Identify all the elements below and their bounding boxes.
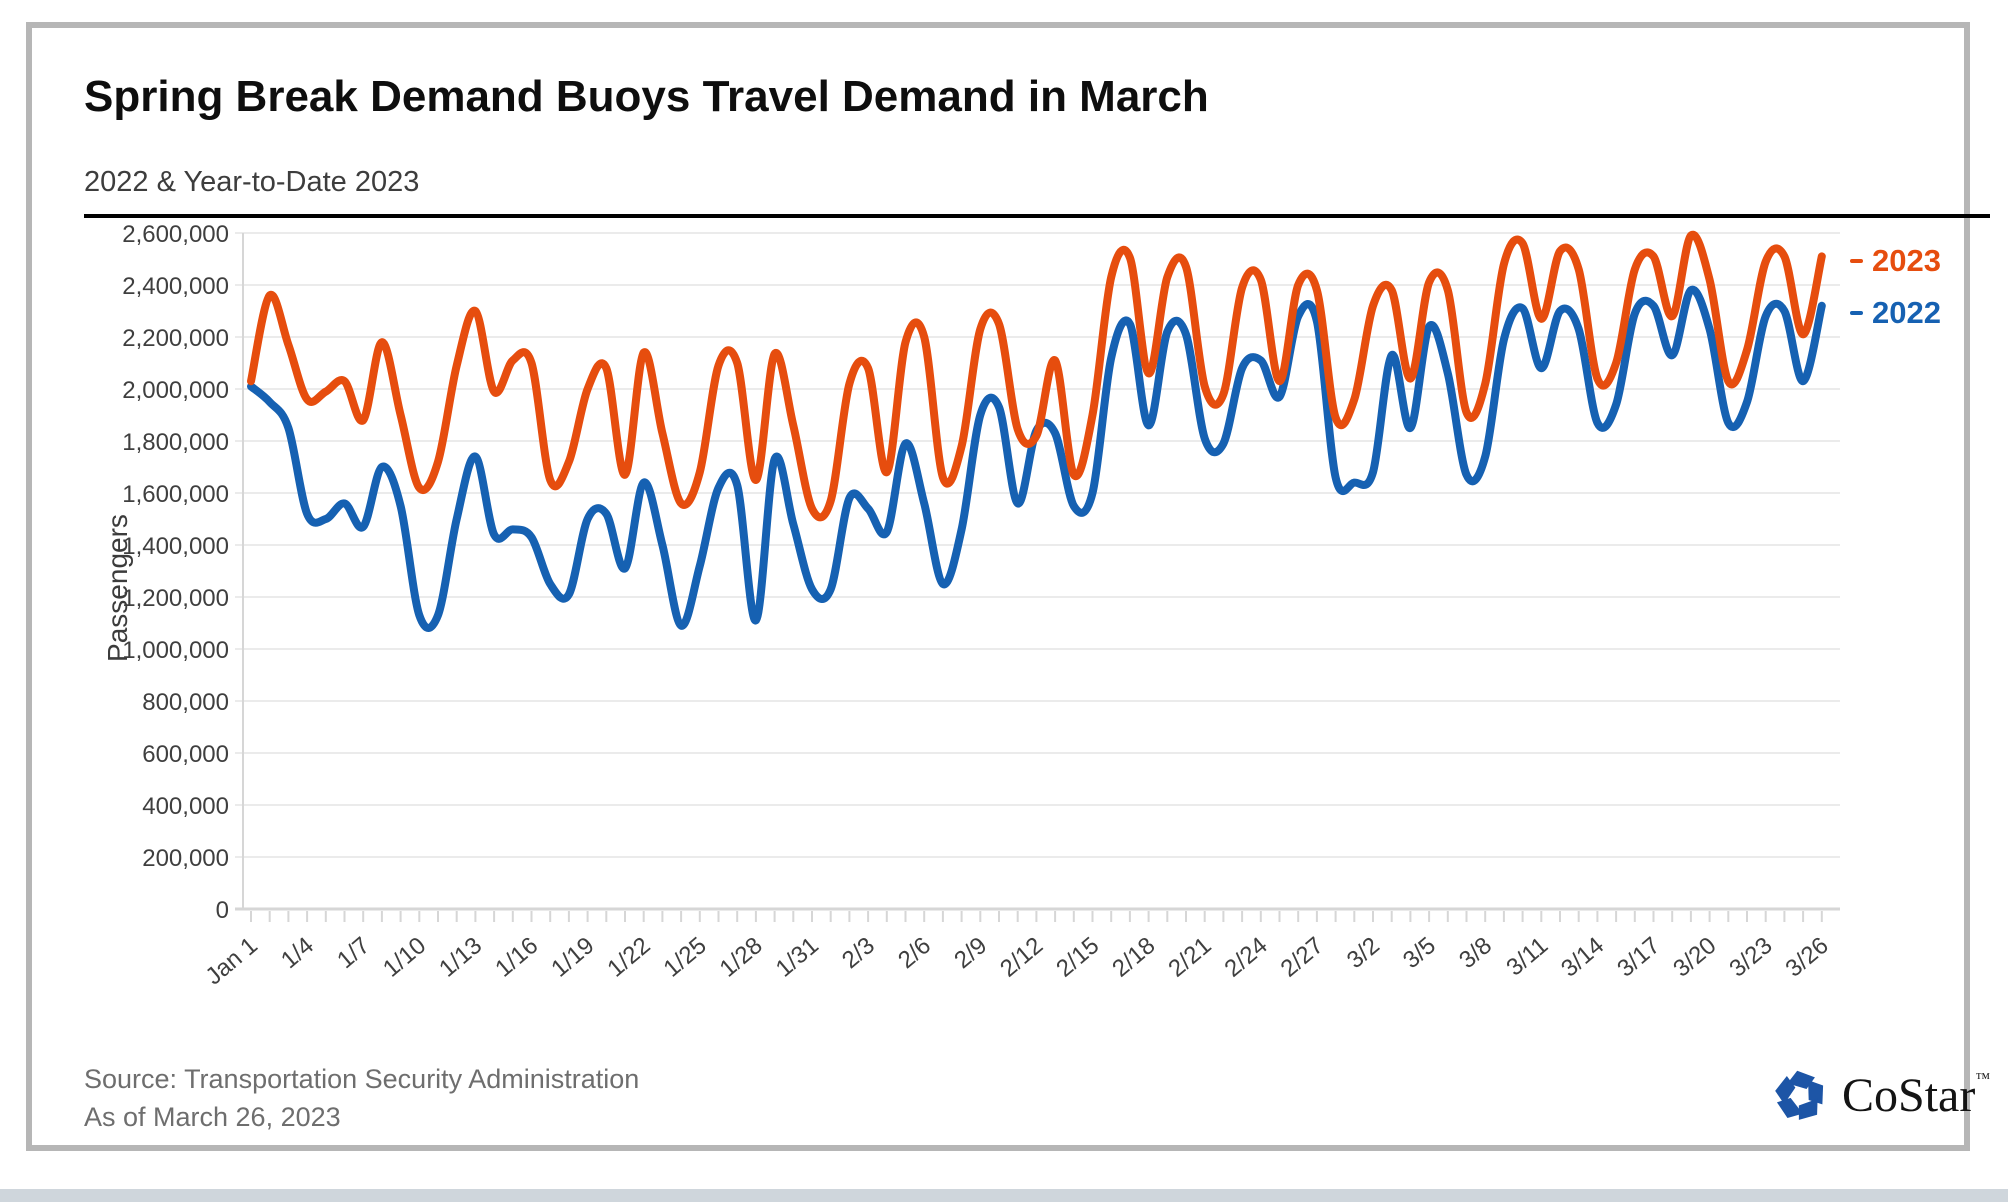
x-tick-label: 2/27 <box>1276 932 1329 983</box>
y-tick-label: 1,600,000 <box>122 481 229 508</box>
x-tick-label: 1/16 <box>490 932 543 983</box>
x-tick-label: 2/24 <box>1220 932 1273 983</box>
x-tick-label: Jan 1 <box>201 932 263 990</box>
y-tick-label: 1,200,000 <box>122 585 229 612</box>
chart-card: Spring Break Demand Buoys Travel Demand … <box>26 22 1990 1151</box>
x-tick-label: 3/2 <box>1342 932 1385 974</box>
x-tick-label: 2/6 <box>893 932 936 974</box>
source-note: Source: Transportation Security Administ… <box>84 1060 639 1136</box>
x-tick-label: 2/21 <box>1163 932 1216 983</box>
chart-subtitle: 2022 & Year-to-Date 2023 <box>84 166 420 198</box>
x-tick-label: 2/3 <box>837 932 880 974</box>
series-label-2023-tick <box>1850 259 1863 264</box>
x-tick-label: 2/15 <box>1051 932 1104 983</box>
costar-star-petal <box>1787 1070 1815 1089</box>
x-tick-label: 3/23 <box>1724 932 1777 983</box>
series-label-2022: 2022 <box>1850 295 1941 331</box>
y-tick-label: 2,400,000 <box>122 273 229 300</box>
x-tick-label: 3/17 <box>1612 932 1665 983</box>
x-tick-label: 3/14 <box>1556 932 1609 983</box>
chart-title: Spring Break Demand Buoys Travel Demand … <box>84 72 1209 121</box>
series-label-2022-tick <box>1850 310 1863 315</box>
x-tick-label: 3/5 <box>1398 932 1441 974</box>
x-tick-label: 3/11 <box>1501 932 1553 982</box>
x-tick-label: 1/10 <box>378 932 431 983</box>
y-tick-label: 2,000,000 <box>122 377 229 404</box>
x-tick-label: 2/12 <box>995 932 1048 983</box>
title-underline <box>84 214 1990 218</box>
x-tick-label: 1/25 <box>659 932 712 983</box>
bottom-bar <box>0 1189 2008 1202</box>
x-tick-label: 1/13 <box>434 932 487 983</box>
source-line: Source: Transportation Security Administ… <box>84 1064 640 1094</box>
costar-brand: CoStar™ <box>1772 1068 1990 1124</box>
series-line-2023 <box>247 230 1826 522</box>
series-label-2022-text: 2022 <box>1872 294 1941 330</box>
x-tick-label: 3/8 <box>1454 932 1497 974</box>
x-tick-label: 1/19 <box>546 932 599 983</box>
y-tick-label: 2,200,000 <box>122 325 229 352</box>
y-tick-label: 2,600,000 <box>122 221 229 248</box>
y-tick-label: 1,000,000 <box>122 637 229 664</box>
x-tick-label: 2/9 <box>949 932 992 974</box>
y-tick-label: 400,000 <box>142 793 229 820</box>
costar-star-icon <box>1775 1070 1824 1120</box>
x-tick-label: 3/26 <box>1781 932 1834 983</box>
y-tick-label: 200,000 <box>142 845 229 872</box>
series-label-2023-text: 2023 <box>1872 243 1941 279</box>
x-tick-label: 1/28 <box>715 932 768 983</box>
costar-star-petal <box>1798 1098 1818 1120</box>
costar-star-petal <box>1775 1076 1796 1105</box>
x-tick-label: 3/20 <box>1668 932 1721 983</box>
y-tick-label: 1,800,000 <box>122 429 229 456</box>
trademark-symbol: ™ <box>1975 1071 1991 1087</box>
costar-wordmark: CoStar™ <box>1842 1069 1991 1122</box>
x-tick-label: 2/18 <box>1107 932 1160 983</box>
series-label-2023: 2023 <box>1850 243 1941 279</box>
costar-star-petal <box>1808 1080 1824 1105</box>
as-of-line: As of March 26, 2023 <box>84 1102 341 1132</box>
y-tick-label: 1,400,000 <box>122 533 229 560</box>
y-tick-label: 600,000 <box>142 741 229 768</box>
y-tick-label: 800,000 <box>142 689 229 716</box>
x-tick-label: 1/31 <box>771 932 824 983</box>
x-tick-label: 1/7 <box>332 932 375 974</box>
y-tick-label: 0 <box>216 897 229 924</box>
x-tick-label: 1/4 <box>276 932 319 974</box>
x-tick-label: 1/22 <box>602 932 655 983</box>
